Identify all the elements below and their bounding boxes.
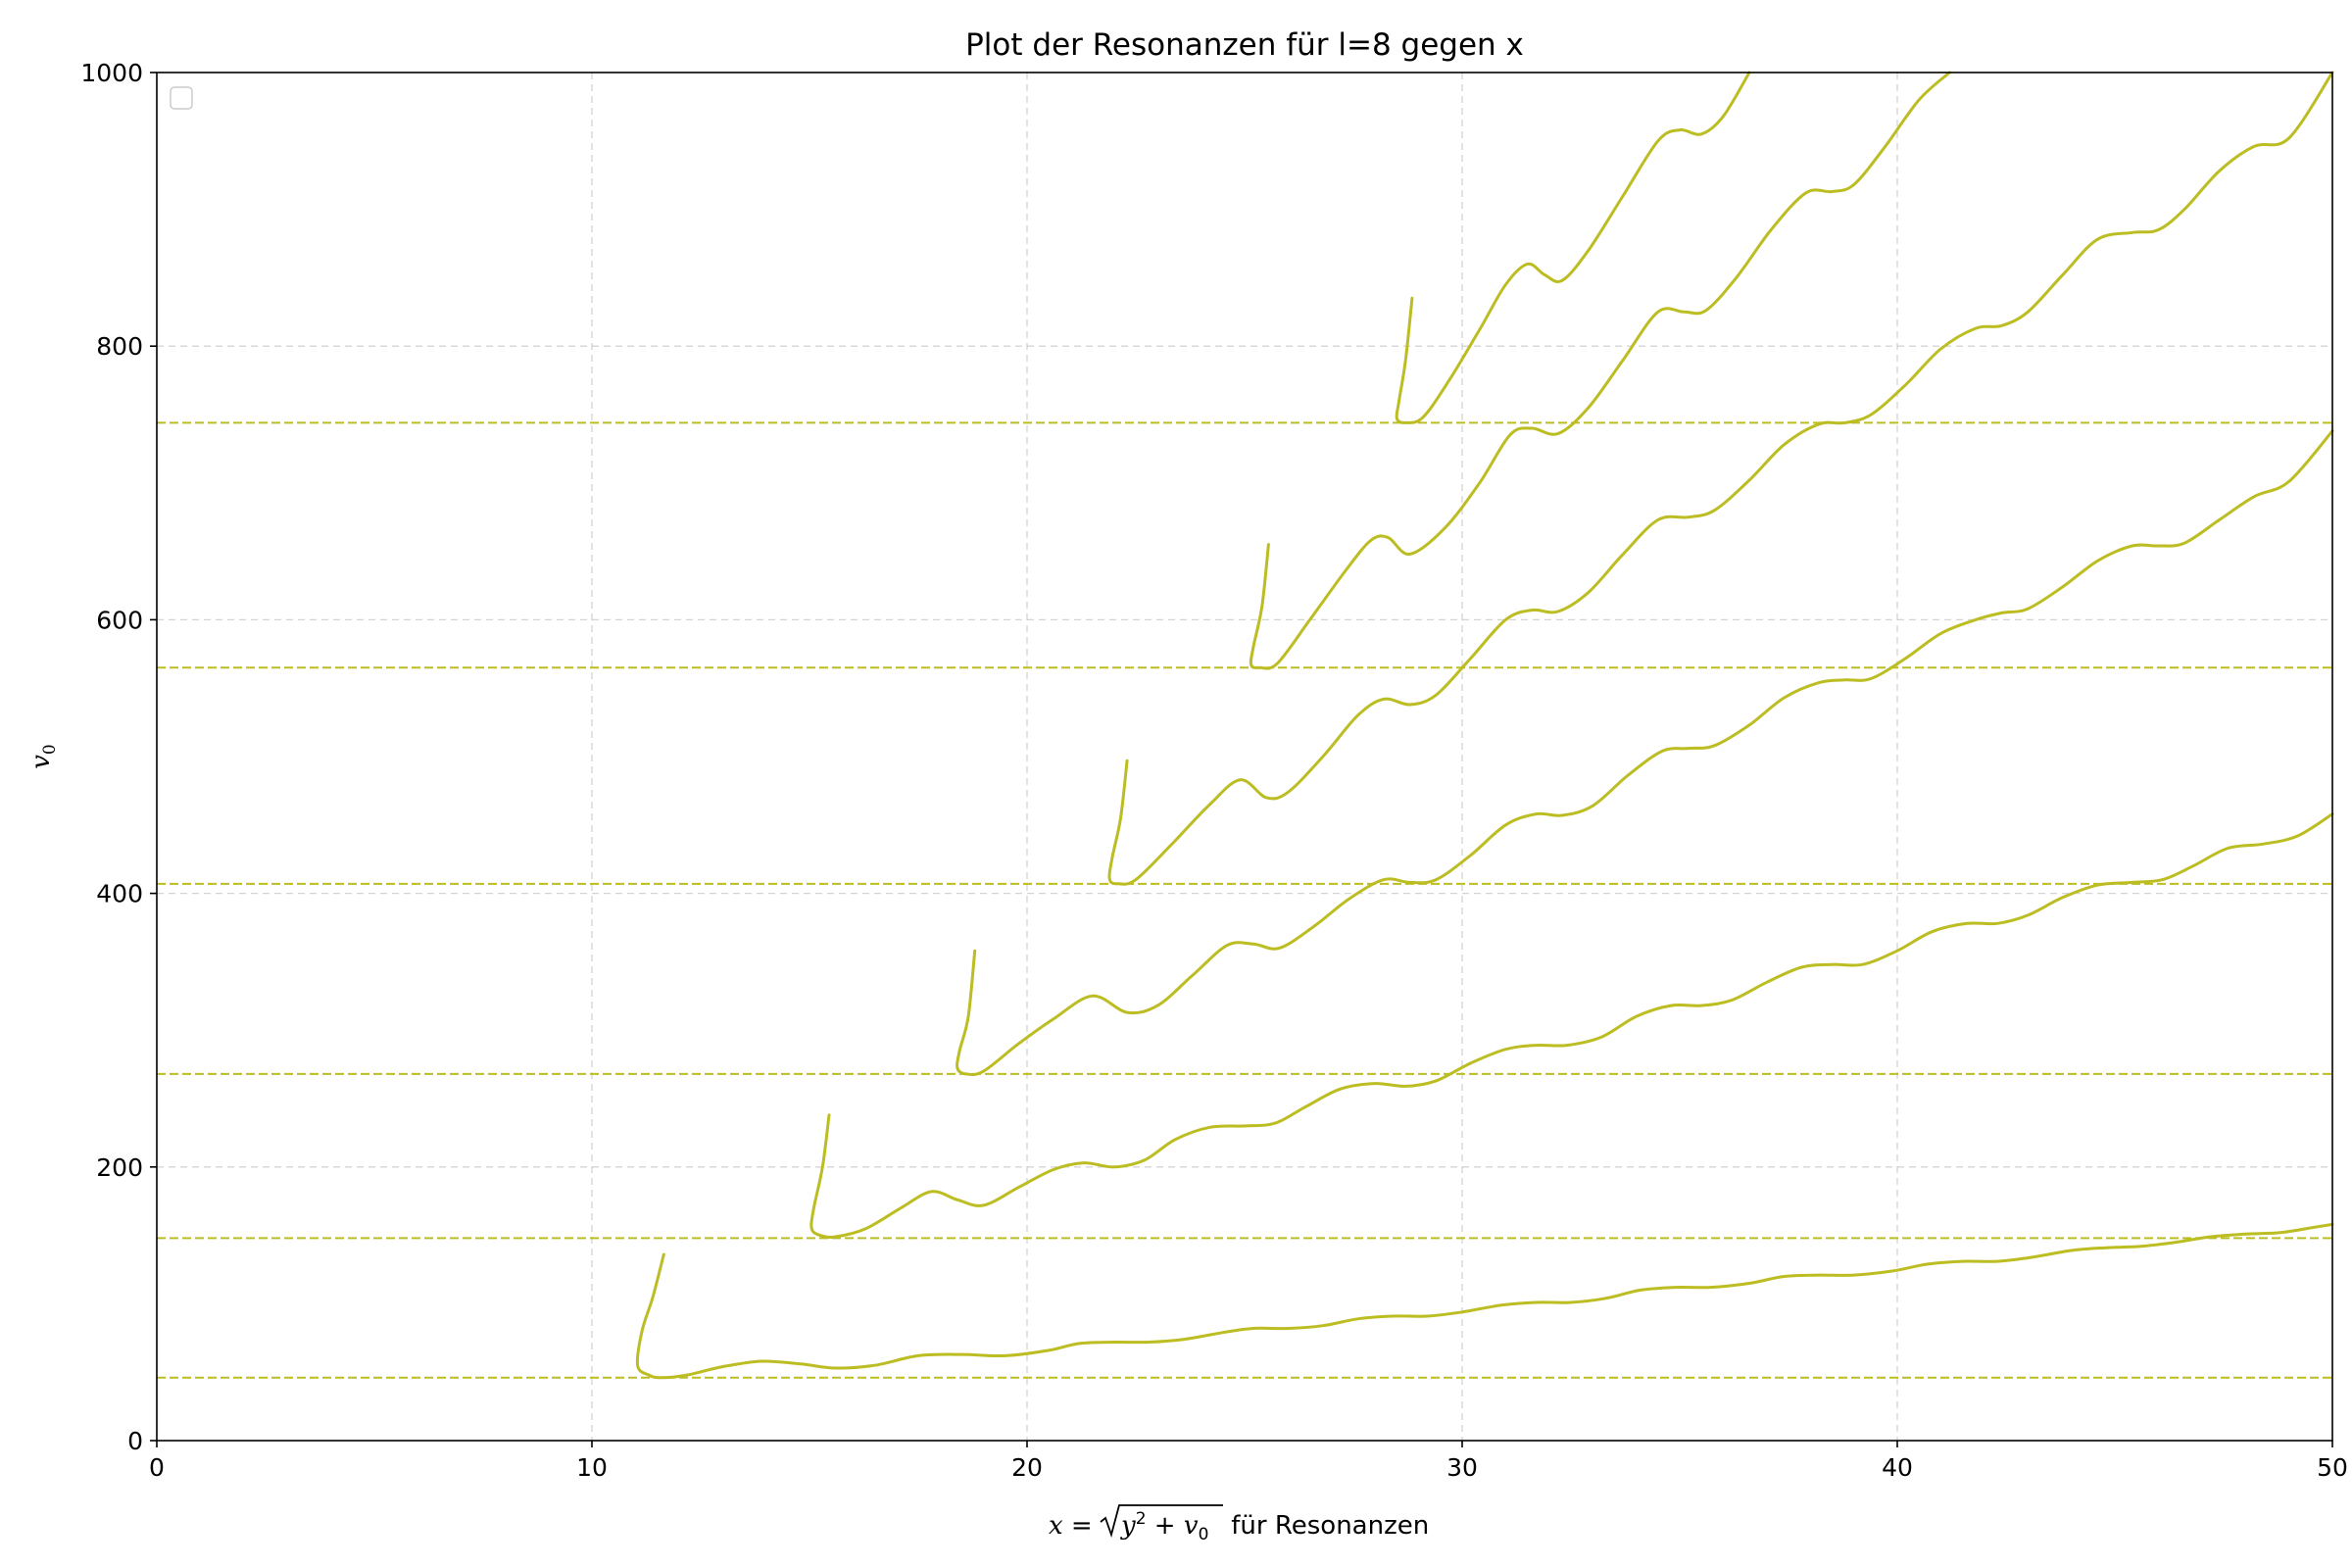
series-line-6 bbox=[1395, 71, 1751, 424]
grid bbox=[157, 73, 2332, 1441]
x-label-plus: + bbox=[1147, 1511, 1184, 1541]
series-line-2 bbox=[809, 812, 2334, 1239]
y-tick-label: 200 bbox=[96, 1153, 143, 1182]
series-group bbox=[635, 71, 2334, 1380]
x-tick-label: 10 bbox=[576, 1453, 608, 1482]
x-tick-label: 20 bbox=[1011, 1453, 1043, 1482]
x-axis-label: x = y2 + v0 für Resonanzen bbox=[1049, 1504, 1429, 1544]
y-tick-label: 0 bbox=[127, 1427, 143, 1455]
x-label-eq: = bbox=[1063, 1511, 1101, 1541]
y-tick-label: 800 bbox=[96, 332, 143, 361]
legend-box bbox=[170, 86, 193, 110]
y-axis-label: v0 bbox=[26, 744, 60, 769]
y-axis-label-sub: 0 bbox=[40, 744, 60, 755]
sqrt-sign bbox=[1100, 1504, 1223, 1539]
y-tick-label: 400 bbox=[96, 880, 143, 908]
y-axis-label-base: v bbox=[26, 755, 56, 769]
x-tick-label: 30 bbox=[1446, 1453, 1478, 1482]
x-tick-label: 0 bbox=[149, 1453, 165, 1482]
x-label-rad-y: y bbox=[1120, 1511, 1136, 1541]
x-tick-label: 50 bbox=[2317, 1453, 2348, 1482]
series-line-3 bbox=[956, 429, 2334, 1077]
series-line-1 bbox=[635, 1222, 2334, 1380]
chart-title: Plot der Resonanzen für l=8 gegen x bbox=[965, 27, 1524, 63]
series-line-4 bbox=[1107, 71, 2334, 886]
x-label-lhs: x bbox=[1049, 1511, 1063, 1541]
series-line-5 bbox=[1249, 71, 1951, 670]
x-label-text: für Resonanzen bbox=[1223, 1511, 1429, 1541]
svg-text:y2 + v0: y2 + v0 bbox=[1120, 1509, 1208, 1544]
horizontal-reference-lines bbox=[157, 421, 2332, 1379]
x-label-rad-sup: 2 bbox=[1136, 1509, 1147, 1529]
svg-text:x =: x = bbox=[1049, 1511, 1101, 1541]
x-tick-label: 40 bbox=[1882, 1453, 1913, 1482]
ticks: 0 10 20 30 40 50 0 200 400 600 800 1000 bbox=[80, 59, 2348, 1482]
y-tick-label: 600 bbox=[96, 606, 143, 634]
y-tick-label: 1000 bbox=[80, 59, 143, 87]
x-label-v: v bbox=[1184, 1511, 1199, 1541]
plot-frame bbox=[156, 72, 2333, 1442]
x-label-v-sub: 0 bbox=[1199, 1525, 1209, 1544]
